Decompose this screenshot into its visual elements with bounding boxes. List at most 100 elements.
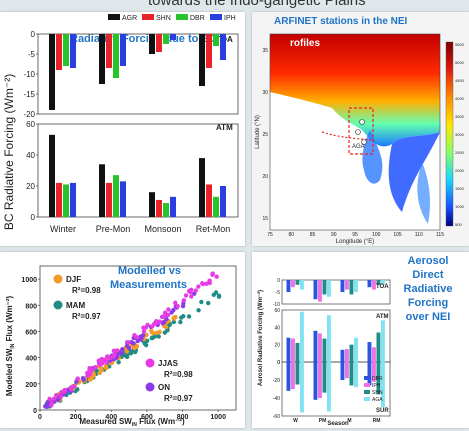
scatter-legend-name-mam: MAM [66,301,85,310]
bc-category-label: Winter [50,224,76,234]
scatter-x-tick-label: 0 [38,414,42,421]
scatter-point-mam [178,319,183,325]
bc-toa-bar-dbr [163,34,169,44]
scatter-ylabel-tail: Flux (Wm⁻²) [5,296,14,344]
bc-toa-tick-label: 0 [31,30,36,39]
bc-legend-swatch-shn [142,14,154,20]
bc-atm-bar-dbr [113,175,119,217]
scatter-point-jjas [100,361,105,366]
scatter-x-tick-label: 1000 [210,414,226,421]
bc-toa-tick-label: -15 [23,90,35,99]
scatter-y-tick-label: 600 [25,329,37,336]
aerosol-bar-sur-shn [295,362,300,385]
map-x-tick-label: 90 [331,232,337,238]
scatter-point-jjas [189,294,194,299]
aerosol-bar-toa-iph [345,280,349,290]
aerosol-bar-sur-aga [354,362,358,388]
bc-atm-bar-shn [206,184,212,217]
bc-toa-bar-iph [120,34,126,66]
map-x-tick-label: 80 [288,232,294,238]
side-caption-line-4: Forcing [407,297,449,309]
scatter-x-tick-label: 600 [141,414,153,421]
site-label-aga: AGA [352,144,365,150]
aerosol-bar-sur-shn [349,362,354,386]
scatter-point-jjas [210,271,215,276]
station-marker-3 [361,139,367,145]
scatter-point-jjas [89,368,95,373]
bc-forcing-chart: BC Radiative Forcing (Wm⁻²) Radiative Fo… [2,14,239,234]
aerosol-bar-sur-dbr [367,362,372,386]
bc-atm-bar-shn [106,182,112,217]
aerosol-bar-atm-aga [381,320,385,362]
bc-atm-frame [37,123,239,218]
map-y-tick-label: 30 [262,90,268,96]
aerosol-bar-sur-iph [372,362,376,382]
scatter-point-mam [116,360,121,365]
scatter-point-jjas [47,396,52,402]
scatter-point-on [43,404,48,409]
aerosol-bar-atm-aga [300,311,304,362]
bc-category-label: Ret-Mon [196,224,231,234]
colorbar-tick-label: 3500 [455,114,465,119]
map-x-tick-label: 75 [267,232,273,238]
bc-atm-bar-agr [49,134,55,217]
scatter-point-mam [178,315,184,320]
scatter-point-jjas [49,402,54,408]
aerosol-legend-label-shn: SHN [372,390,383,396]
scatter-x-tick-label: 200 [70,414,82,421]
scatter-frame [39,265,237,411]
colorbar-tick-label: 500 [455,222,462,227]
colorbar-tick-label: 3000 [455,132,465,137]
bc-toa-bar-agr [199,34,205,86]
scatter-point-djf [171,315,177,320]
bc-toa-bar-iph [170,34,176,40]
scatter-point-jjas [162,310,168,315]
scatter-point-on [126,345,132,351]
map-ylabel: Latitude (°N) [255,115,261,149]
scatter-point-jjas [204,281,209,286]
scatter-title-line1: Modelled vs [118,265,181,277]
aerosol-bar-toa-iph [372,280,376,290]
aerosol-bar-toa-aga [300,280,304,290]
aerosol-frame-toa [281,279,391,305]
aerosol-forcing-panel: 0 -5 -10 60 40 20 0 0 -20 -40 -60 W PM M RM DBR IPH SHN A… [252,252,469,428]
scatter-point-on [120,347,125,352]
aerosol-bar-sur-aga [300,362,304,413]
aerosol-tick-label-atm: 0 [277,360,280,366]
bc-legend-swatch-iph [210,14,222,20]
aerosol-bar-atm-dbr [286,337,291,362]
bc-toa-bar-agr [149,34,155,54]
bc-legend-label-shn: SHN [156,15,171,22]
scatter-point-jjas [181,298,187,303]
scatter-point-jjas [51,396,57,401]
scatter-point-jjas [58,394,64,399]
map-title: ARFINET stations in the NEI [274,16,408,27]
bc-toa-bar-shn [156,34,162,52]
bc-chart-ylabel: BC Radiative Forcing (Wm⁻²) [2,74,16,230]
bc-atm-bar-agr [149,192,155,217]
bc-atm-bar-shn [156,199,162,217]
aerosol-tick-label-sur: -60 [273,414,280,420]
scatter-point-jjas [196,284,201,289]
elevation-colorbar [445,41,454,227]
scatter-point-on [55,397,61,402]
aerosol-bar-toa-dbr [340,280,345,292]
scatter-legend-name-jjas: JJAS [158,359,179,368]
map-x-tick-label: 110 [415,232,423,238]
aerosol-bar-atm-shn [349,344,354,362]
bc-legend-label-dbr: DBR [190,15,205,22]
scatter-point-on [131,341,136,346]
aerosol-bar-toa-dbr [286,280,291,292]
aerosol-bar-atm-shn [322,338,327,362]
scatter-point-jjas [153,321,159,326]
aerosol-bar-toa-shn [376,280,381,285]
aerosol-bar-atm-aga [354,337,358,362]
scatter-legend-r2-jjas: R²=0.98 [164,370,193,379]
bc-atm-bars [49,134,226,217]
scatter-point-jjas [145,322,150,328]
aerosol-tick-label-sur: -40 [273,396,280,402]
map-xlabel: Longitude (°E) [336,239,374,245]
aerosol-bar-atm-shn [376,332,381,362]
